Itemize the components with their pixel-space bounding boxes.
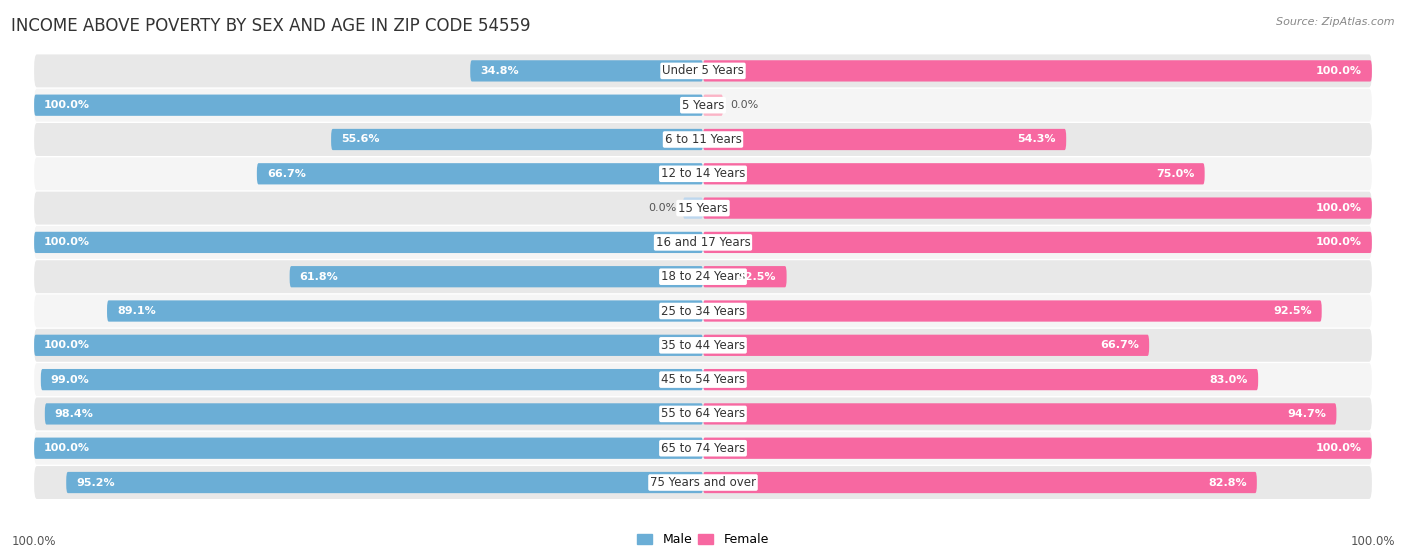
FancyBboxPatch shape [703, 300, 1322, 321]
Text: 99.0%: 99.0% [51, 375, 90, 385]
Text: 98.4%: 98.4% [55, 409, 94, 419]
Text: 100.0%: 100.0% [1316, 66, 1362, 76]
FancyBboxPatch shape [34, 335, 703, 356]
Text: 66.7%: 66.7% [1101, 340, 1139, 350]
FancyBboxPatch shape [34, 432, 1372, 465]
FancyBboxPatch shape [290, 266, 703, 287]
Text: Source: ZipAtlas.com: Source: ZipAtlas.com [1277, 17, 1395, 27]
FancyBboxPatch shape [34, 329, 1372, 362]
Text: 100.0%: 100.0% [44, 340, 90, 350]
FancyBboxPatch shape [34, 226, 1372, 259]
Text: 100.0%: 100.0% [11, 535, 56, 548]
FancyBboxPatch shape [41, 369, 703, 390]
Text: Under 5 Years: Under 5 Years [662, 64, 744, 77]
Text: 100.0%: 100.0% [44, 100, 90, 110]
Legend: Male, Female: Male, Female [633, 528, 773, 551]
Text: 89.1%: 89.1% [117, 306, 156, 316]
Text: 34.8%: 34.8% [481, 66, 519, 76]
Text: 100.0%: 100.0% [44, 443, 90, 453]
FancyBboxPatch shape [34, 94, 703, 116]
FancyBboxPatch shape [703, 129, 1066, 150]
FancyBboxPatch shape [703, 472, 1257, 493]
FancyBboxPatch shape [703, 266, 786, 287]
Text: 0.0%: 0.0% [648, 203, 676, 213]
Text: 18 to 24 Years: 18 to 24 Years [661, 270, 745, 283]
FancyBboxPatch shape [470, 60, 703, 82]
FancyBboxPatch shape [703, 403, 1337, 424]
Text: 100.0%: 100.0% [1350, 535, 1395, 548]
Text: 100.0%: 100.0% [1316, 203, 1362, 213]
FancyBboxPatch shape [34, 192, 1372, 225]
Text: 35 to 44 Years: 35 to 44 Years [661, 339, 745, 352]
Text: 55 to 64 Years: 55 to 64 Years [661, 408, 745, 420]
Text: 66.7%: 66.7% [267, 169, 305, 179]
Text: 75.0%: 75.0% [1156, 169, 1195, 179]
FancyBboxPatch shape [703, 369, 1258, 390]
FancyBboxPatch shape [703, 335, 1149, 356]
FancyBboxPatch shape [66, 472, 703, 493]
FancyBboxPatch shape [703, 163, 1205, 184]
Text: 100.0%: 100.0% [1316, 443, 1362, 453]
FancyBboxPatch shape [257, 163, 703, 184]
FancyBboxPatch shape [34, 123, 1372, 156]
FancyBboxPatch shape [683, 197, 703, 219]
FancyBboxPatch shape [34, 363, 1372, 396]
FancyBboxPatch shape [34, 260, 1372, 293]
Text: 15 Years: 15 Years [678, 202, 728, 215]
FancyBboxPatch shape [34, 54, 1372, 87]
Text: 61.8%: 61.8% [299, 272, 339, 282]
FancyBboxPatch shape [34, 89, 1372, 122]
FancyBboxPatch shape [34, 232, 703, 253]
FancyBboxPatch shape [703, 438, 1372, 459]
FancyBboxPatch shape [107, 300, 703, 321]
Text: 55.6%: 55.6% [342, 135, 380, 144]
FancyBboxPatch shape [34, 438, 703, 459]
Text: 83.0%: 83.0% [1209, 375, 1249, 385]
Text: 6 to 11 Years: 6 to 11 Years [665, 133, 741, 146]
Text: 100.0%: 100.0% [44, 238, 90, 248]
Text: 25 to 34 Years: 25 to 34 Years [661, 305, 745, 318]
Text: 65 to 74 Years: 65 to 74 Years [661, 442, 745, 454]
Text: 0.0%: 0.0% [730, 100, 758, 110]
FancyBboxPatch shape [703, 60, 1372, 82]
Text: 12 to 14 Years: 12 to 14 Years [661, 167, 745, 181]
FancyBboxPatch shape [34, 157, 1372, 190]
Text: 92.5%: 92.5% [1272, 306, 1312, 316]
Text: 75 Years and over: 75 Years and over [650, 476, 756, 489]
Text: 94.7%: 94.7% [1288, 409, 1326, 419]
FancyBboxPatch shape [330, 129, 703, 150]
FancyBboxPatch shape [703, 232, 1372, 253]
Text: 95.2%: 95.2% [76, 477, 115, 487]
Text: 5 Years: 5 Years [682, 99, 724, 112]
FancyBboxPatch shape [34, 466, 1372, 499]
FancyBboxPatch shape [45, 403, 703, 424]
FancyBboxPatch shape [34, 397, 1372, 430]
Text: 16 and 17 Years: 16 and 17 Years [655, 236, 751, 249]
Text: 100.0%: 100.0% [1316, 238, 1362, 248]
FancyBboxPatch shape [703, 94, 723, 116]
Text: INCOME ABOVE POVERTY BY SEX AND AGE IN ZIP CODE 54559: INCOME ABOVE POVERTY BY SEX AND AGE IN Z… [11, 17, 530, 35]
Text: 12.5%: 12.5% [738, 272, 776, 282]
Text: 82.8%: 82.8% [1208, 477, 1247, 487]
FancyBboxPatch shape [34, 295, 1372, 328]
Text: 54.3%: 54.3% [1018, 135, 1056, 144]
Text: 45 to 54 Years: 45 to 54 Years [661, 373, 745, 386]
FancyBboxPatch shape [703, 197, 1372, 219]
